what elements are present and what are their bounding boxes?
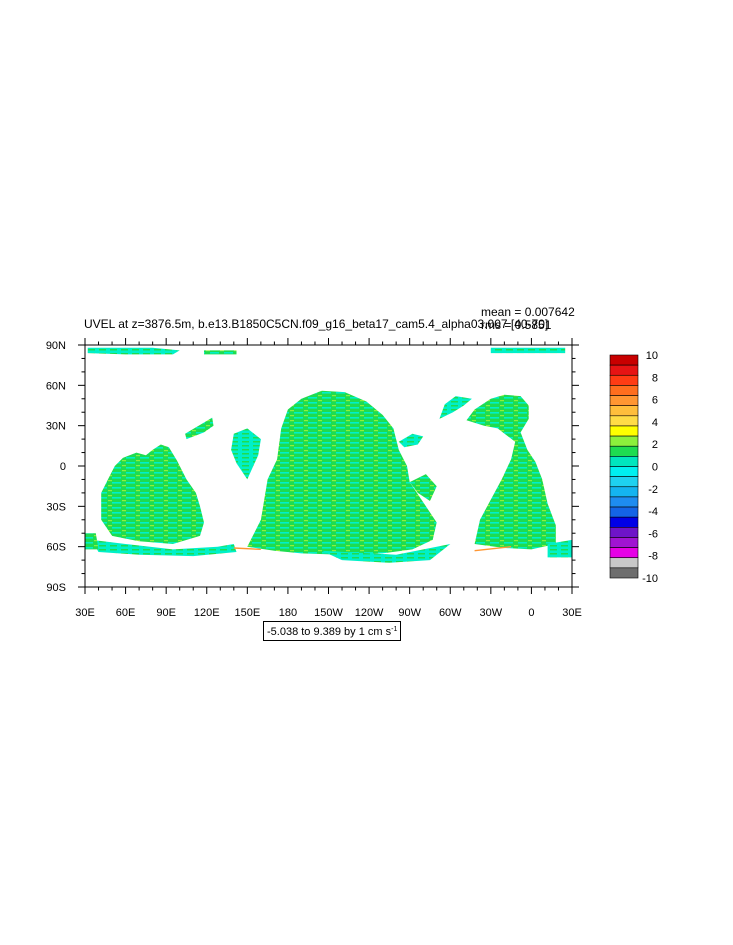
x-tick-label: 30W [480, 607, 503, 619]
x-tick-label: 180 [279, 607, 297, 619]
colorbar-swatch [609, 435, 639, 447]
colorbar-swatch [609, 496, 639, 508]
colorbar-label: -6 [648, 528, 658, 540]
ocean-region [547, 539, 572, 558]
colorbar-swatch [609, 456, 639, 467]
colorbar-swatch [609, 506, 639, 518]
colorbar-swatch [609, 516, 639, 528]
colorbar-label: -4 [648, 506, 658, 518]
colorbar-swatch [609, 374, 639, 386]
ocean-region [466, 394, 556, 550]
y-tick-label: 30S [46, 501, 66, 513]
colorbar-swatch [609, 537, 639, 548]
y-tick-label: 30N [46, 421, 66, 433]
colorbar-label: -8 [648, 551, 658, 563]
colorbar-swatch [609, 557, 639, 569]
colorbar-label: -2 [648, 484, 658, 496]
colorbar-label: -10 [642, 573, 658, 585]
colorbar-swatch [609, 415, 639, 427]
colorbar-swatch [609, 547, 639, 559]
ocean-region [87, 347, 180, 355]
y-tick-label: 90S [46, 582, 66, 594]
colorbar: 10 8 6 4 2 0 -2 -4 -6 -8 -10 [609, 350, 658, 585]
y-tick-label: 60N [46, 380, 66, 392]
x-tick-label: 90W [398, 607, 421, 619]
contour-range-label: -5.038 to 9.389 by 1 cm s-1 [263, 621, 402, 641]
ocean-region [91, 539, 237, 557]
chart-title: UVEL at z=3876.5m, b.e13.B1850C5CN.f09_g… [84, 317, 549, 331]
units-exponent: -1 [391, 626, 398, 633]
ocean-region [204, 350, 237, 355]
x-tick-label: 60E [116, 607, 136, 619]
x-tick-label: 30E [562, 607, 582, 619]
x-tick-label: 60W [439, 607, 462, 619]
colorbar-label: 2 [652, 439, 658, 451]
y-tick-label: 90N [46, 340, 66, 352]
ocean-region [398, 433, 424, 448]
colorbar-swatch [609, 425, 639, 437]
velocity-field [85, 347, 572, 563]
ocean-region [439, 396, 472, 419]
mean-stat: mean = 0.007642 [481, 305, 575, 319]
y-tick-label: 60S [46, 542, 66, 554]
ocean-region [101, 444, 204, 544]
x-tick-label: 0 [528, 607, 534, 619]
x-tick-label: 30E [75, 607, 95, 619]
warm-streak [233, 547, 261, 551]
colorbar-swatch [609, 405, 639, 417]
colorbar-label: 0 [652, 462, 658, 474]
ocean-region [490, 347, 566, 354]
rms-stat: rms = 0.5851 [481, 318, 552, 332]
x-tick-label: 150W [314, 607, 343, 619]
ocean-region [321, 544, 451, 563]
ocean-region [85, 533, 99, 550]
colorbar-swatch [609, 354, 639, 366]
colorbar-swatch [609, 476, 639, 488]
range-text: -5.038 to 9.389 by 1 [267, 626, 365, 638]
y-tick-label: 0 [60, 461, 66, 473]
x-tick-label: 120W [355, 607, 384, 619]
ocean-region [409, 474, 437, 501]
x-tick-label: 90E [156, 607, 176, 619]
colorbar-label: 4 [652, 417, 658, 429]
x-tick-label: 150E [234, 607, 260, 619]
units-text: cm s [367, 626, 392, 638]
colorbar-swatch [609, 364, 639, 376]
colorbar-swatch [609, 445, 639, 457]
colorbar-swatch [609, 567, 639, 579]
ocean-region [185, 417, 214, 440]
colorbar-swatch [609, 385, 639, 396]
colorbar-swatch [609, 527, 639, 538]
colorbar-label: 8 [652, 372, 658, 384]
colorbar-label: 6 [652, 395, 658, 407]
colorbar-label: 10 [646, 350, 658, 362]
colorbar-swatch [609, 395, 639, 406]
ocean-region [231, 428, 261, 480]
warm-streak [474, 545, 512, 552]
colorbar-swatch [609, 486, 639, 498]
x-tick-label: 120E [194, 607, 220, 619]
colorbar-swatch [609, 466, 639, 477]
ocean-region [247, 390, 437, 555]
